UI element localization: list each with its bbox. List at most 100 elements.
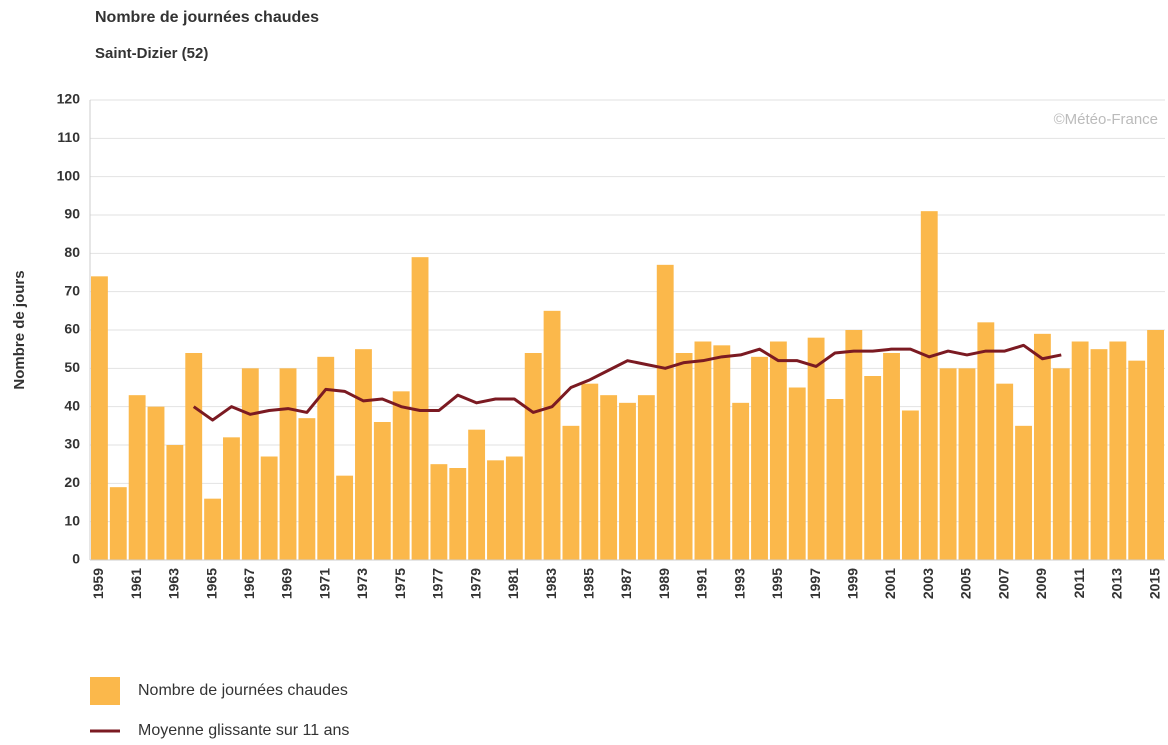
bar <box>694 341 712 560</box>
x-tick-label: 1959 <box>90 568 106 599</box>
bar <box>355 349 372 560</box>
bar <box>1015 425 1032 560</box>
bar <box>260 456 278 560</box>
bar <box>732 402 750 560</box>
bar <box>1128 360 1146 560</box>
y-tick-label: 40 <box>64 397 80 413</box>
bar <box>1147 330 1164 560</box>
x-tick-label: 1967 <box>241 568 257 599</box>
bar <box>543 310 561 560</box>
x-tick-label: 1979 <box>467 568 483 599</box>
x-tick-label: 1975 <box>392 568 408 599</box>
x-tick-label: 2001 <box>882 568 898 599</box>
bar <box>298 418 316 560</box>
x-tick-label: 1965 <box>203 568 219 599</box>
bar <box>223 437 240 560</box>
x-tick-label: 1987 <box>618 568 634 599</box>
bar <box>468 429 486 560</box>
bar <box>619 402 636 560</box>
y-tick-label: 110 <box>57 129 80 145</box>
x-tick-label: 1969 <box>279 568 295 599</box>
bar <box>675 353 693 560</box>
bar <box>751 356 768 560</box>
bar <box>656 264 674 560</box>
y-tick-label: 50 <box>64 359 80 375</box>
bar <box>1071 341 1089 560</box>
bar <box>147 406 165 560</box>
bar <box>487 460 504 560</box>
x-tick-label: 1999 <box>845 568 861 599</box>
bar <box>336 475 354 560</box>
legend-label: Moyenne glissante sur 11 ans <box>138 722 349 739</box>
bar <box>166 445 184 560</box>
bar <box>581 383 599 560</box>
bar <box>449 468 467 560</box>
y-tick-label: 20 <box>64 474 80 490</box>
chart-title: Nombre de journées chaudes <box>95 9 319 26</box>
bar <box>430 464 448 560</box>
x-tick-label: 1973 <box>354 568 370 599</box>
bar <box>788 387 806 560</box>
bar <box>1052 368 1070 560</box>
y-tick-label: 100 <box>57 167 81 183</box>
y-tick-label: 70 <box>64 282 80 298</box>
bar <box>1109 341 1127 560</box>
y-tick-label: 10 <box>64 512 80 528</box>
bar <box>1090 349 1108 560</box>
bar <box>713 345 731 560</box>
y-tick-label: 30 <box>64 436 80 452</box>
x-tick-label: 2003 <box>920 568 936 599</box>
bar <box>411 257 429 560</box>
bar <box>637 395 655 560</box>
bar <box>1033 333 1051 560</box>
watermark: ©Météo-France <box>1054 111 1158 128</box>
bar <box>939 368 957 560</box>
bar <box>826 399 844 560</box>
x-tick-label: 2015 <box>1146 568 1162 599</box>
bar <box>958 368 976 560</box>
moving-average-line <box>192 343 1062 422</box>
bar <box>901 410 919 560</box>
x-tick-label: 1983 <box>543 568 559 599</box>
y-tick-label: 120 <box>57 91 81 107</box>
x-tick-label: 1971 <box>316 568 332 599</box>
bar <box>864 376 882 560</box>
bar <box>128 395 146 560</box>
x-tick-label: 2009 <box>1033 568 1049 599</box>
y-tick-label: 60 <box>64 321 80 337</box>
x-tick-label: 2007 <box>995 568 1011 599</box>
bar <box>807 337 825 560</box>
bar <box>600 395 618 560</box>
bar <box>373 422 391 560</box>
y-tick-label: 0 <box>72 551 80 567</box>
bar <box>185 353 203 560</box>
bar <box>91 276 108 560</box>
x-tick-label: 1995 <box>769 568 785 599</box>
bar <box>524 353 542 560</box>
y-axis-label: Nombre de jours <box>11 270 28 389</box>
x-tick-label: 1993 <box>731 568 747 599</box>
bar <box>920 211 938 560</box>
y-tick-label: 80 <box>64 244 80 260</box>
bar <box>977 322 995 560</box>
legend-swatch <box>90 677 120 705</box>
x-tick-label: 1985 <box>580 568 596 599</box>
bar <box>562 425 580 560</box>
bar <box>845 330 863 560</box>
bar <box>279 368 297 560</box>
x-tick-label: 1977 <box>430 568 446 599</box>
x-tick-label: 2013 <box>1109 568 1125 599</box>
chart-subtitle: Saint-Dizier (52) <box>95 45 208 62</box>
bar <box>109 487 127 560</box>
bar <box>996 383 1014 560</box>
x-tick-label: 1991 <box>694 568 710 599</box>
x-tick-label: 1981 <box>505 568 521 599</box>
x-tick-label: 1961 <box>128 568 144 599</box>
legend-label: Nombre de journées chaudes <box>138 682 348 699</box>
x-tick-label: 1963 <box>166 568 182 599</box>
bar <box>392 391 410 560</box>
bar <box>505 456 523 560</box>
x-tick-label: 1989 <box>656 568 672 599</box>
bar <box>883 353 900 560</box>
